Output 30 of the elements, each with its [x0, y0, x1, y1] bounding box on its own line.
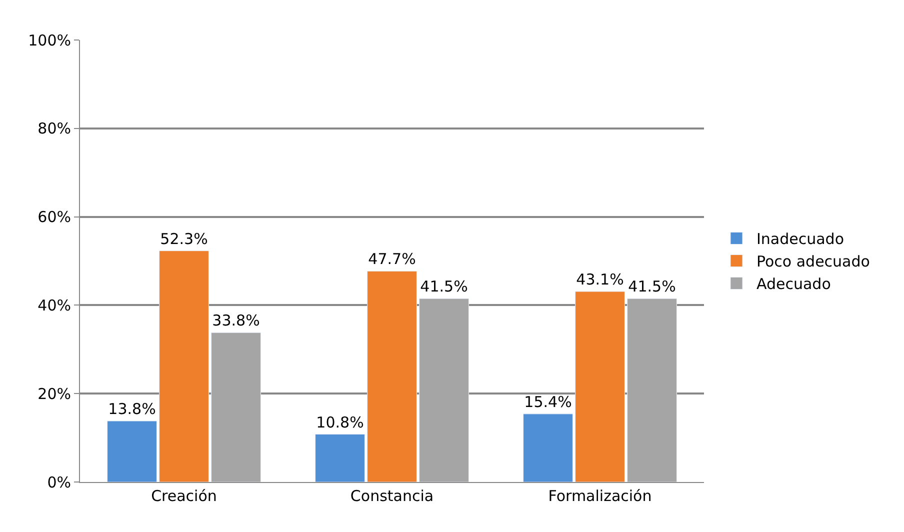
y-tick-label: 20% — [38, 384, 71, 403]
bar — [627, 298, 677, 482]
data-label: 47.7% — [368, 250, 416, 268]
bar — [107, 420, 157, 482]
data-label: 52.3% — [160, 230, 208, 248]
data-label: 13.8% — [108, 400, 156, 418]
legend-label: Adecuado — [756, 275, 831, 294]
data-label: 15.4% — [524, 392, 572, 411]
legend-label: Inadecuado — [756, 230, 844, 248]
bar — [523, 414, 573, 482]
bar — [575, 291, 625, 482]
data-label: 33.8% — [212, 312, 260, 330]
bar — [315, 434, 365, 482]
bar — [367, 270, 417, 482]
y-tick-label: 40% — [38, 296, 71, 314]
data-label: 10.8% — [316, 413, 364, 432]
x-tick-label: Constancia — [350, 487, 434, 505]
data-label: 41.5% — [628, 278, 676, 296]
y-tick-label: 60% — [38, 208, 71, 226]
bar — [211, 332, 261, 482]
bar — [159, 250, 209, 482]
x-tick-label: Creación — [151, 487, 217, 505]
data-label: 41.5% — [420, 278, 468, 296]
y-tick-label: 0% — [47, 473, 71, 492]
legend-label: Poco adecuado — [756, 252, 870, 271]
y-tick-label: 80% — [38, 120, 71, 138]
bar — [419, 298, 469, 482]
x-tick-label: Formalización — [548, 487, 652, 505]
y-tick-label: 100% — [28, 31, 71, 50]
data-label: 43.1% — [576, 270, 624, 288]
